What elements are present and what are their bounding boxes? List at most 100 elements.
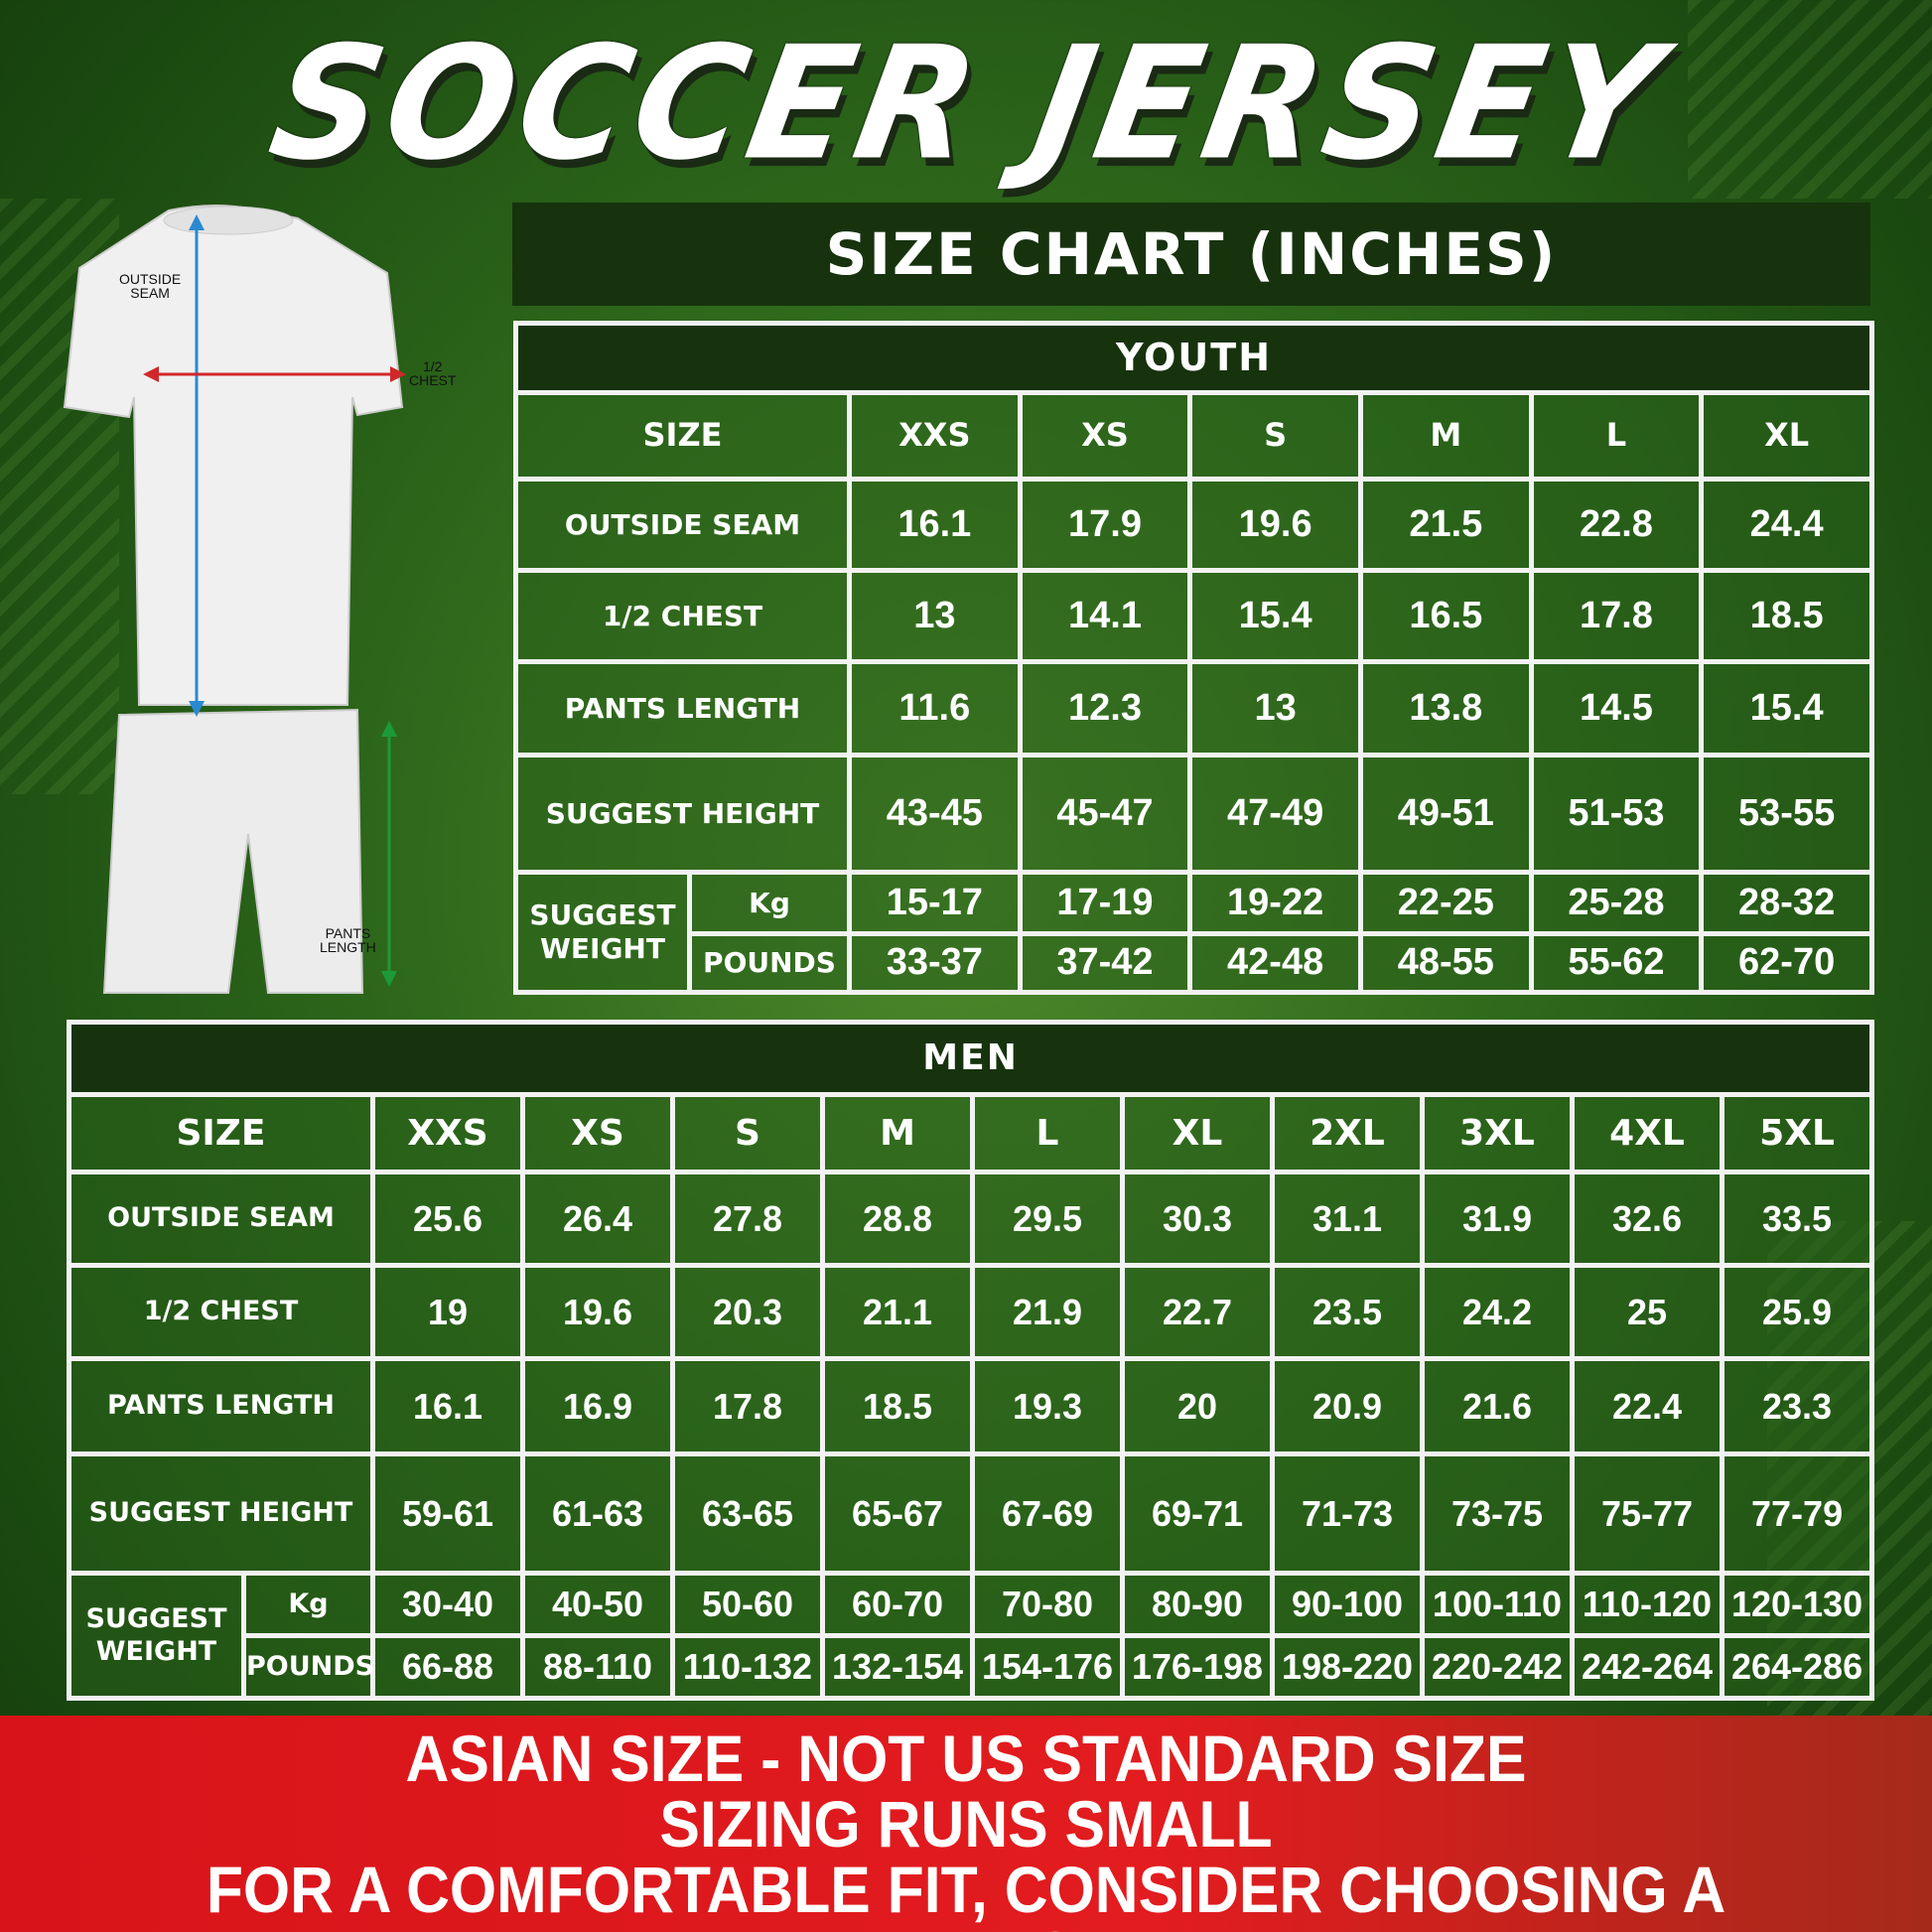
table-cell: 80-90	[1120, 1571, 1275, 1638]
table-cell: 20.9	[1270, 1356, 1425, 1456]
size-chart-heading: SIZE CHART (INCHES)	[512, 203, 1870, 306]
table-cell: 14.5	[1528, 659, 1705, 758]
table-cell: 13.8	[1357, 659, 1534, 758]
table-cell: 19	[370, 1263, 525, 1361]
pounds-label: POUNDS	[241, 1633, 375, 1701]
table-cell: 132-154	[820, 1633, 975, 1701]
table-cell: 11.6	[847, 659, 1023, 758]
table-cell: 25-28	[1528, 870, 1705, 936]
table-cell: 22.7	[1120, 1263, 1275, 1361]
table-cell: 19.3	[970, 1356, 1125, 1456]
size-header: S	[670, 1092, 825, 1174]
table-cell: 37-42	[1017, 931, 1193, 995]
size-header-row: SIZE XXS XS S M L XL 2XL 3XL 4XL 5XL	[67, 1092, 1875, 1174]
table-cell: 16.5	[1357, 568, 1534, 664]
table-title-row: YOUTH	[513, 321, 1874, 395]
table-cell: 20	[1120, 1356, 1275, 1456]
table-cell: 24.4	[1699, 477, 1874, 573]
table-cell: 154-176	[970, 1633, 1125, 1701]
table-cell: 12.3	[1017, 659, 1193, 758]
table-cell: 19.6	[1187, 477, 1363, 573]
table-cell: 31.1	[1270, 1170, 1425, 1268]
table-cell: 31.9	[1420, 1170, 1575, 1268]
table-cell: 110-132	[670, 1633, 825, 1701]
table-cell: 49-51	[1357, 753, 1534, 875]
table-cell: 18.5	[820, 1356, 975, 1456]
row-label: SUGGEST HEIGHT	[67, 1451, 375, 1576]
table-cell: 16.1	[847, 477, 1023, 573]
size-header: 3XL	[1420, 1092, 1575, 1174]
table-row: 1/2 CHEST 19 19.6 20.3 21.1 21.9 22.7 23.5 24.2 2…	[67, 1263, 1875, 1361]
half-chest-label: 1/2 CHEST	[409, 358, 457, 388]
table-cell: 51-53	[1528, 753, 1705, 875]
table-cell: 25	[1570, 1263, 1725, 1361]
table-cell: 22-25	[1357, 870, 1534, 936]
table-cell: 28.8	[820, 1170, 975, 1268]
table-cell: 32.6	[1570, 1170, 1725, 1268]
table-cell: 24.2	[1420, 1263, 1575, 1361]
table-cell: 19-22	[1187, 870, 1363, 936]
size-header: 2XL	[1270, 1092, 1425, 1174]
row-label: 1/2 CHEST	[67, 1263, 375, 1361]
page-title: SOCCER JERSEY	[258, 13, 1678, 196]
table-cell: 30-40	[370, 1571, 525, 1638]
table-cell: 45-47	[1017, 753, 1193, 875]
table-cell: 43-45	[847, 753, 1023, 875]
outside-seam-label: OUTSIDE SEAM	[119, 271, 182, 301]
table-row: PANTS LENGTH 11.6 12.3 13 13.8 14.5 15.4	[513, 659, 1874, 758]
table-cell: 23.5	[1270, 1263, 1425, 1361]
table-cell: 14.1	[1017, 568, 1193, 664]
table-cell: 88-110	[520, 1633, 675, 1701]
table-cell: 42-48	[1187, 931, 1363, 995]
size-header: L	[1528, 390, 1705, 482]
table-cell: 71-73	[1270, 1451, 1425, 1576]
row-label: PANTS LENGTH	[513, 659, 852, 758]
size-header: XXS	[370, 1092, 525, 1174]
pounds-label: POUNDS	[687, 931, 852, 995]
table-cell: 61-63	[520, 1451, 675, 1576]
table-cell: 67-69	[970, 1451, 1125, 1576]
table-cell: 33-37	[847, 931, 1023, 995]
table-cell: 60-70	[820, 1571, 975, 1638]
table-cell: 27.8	[670, 1170, 825, 1268]
weight-pounds-row: POUNDS 66-88 88-110 110-132 132-154 154-176 17…	[69, 1633, 1875, 1701]
pants-length-label: PANTS LENGTH	[320, 925, 376, 955]
table-cell: 25.9	[1719, 1263, 1875, 1361]
table-cell: 55-62	[1528, 931, 1705, 995]
table-cell: 62-70	[1699, 931, 1874, 995]
table-cell: 17.9	[1017, 477, 1193, 573]
table-cell: 22.4	[1570, 1356, 1725, 1456]
table-title: MEN	[66, 1020, 1875, 1097]
table-cell: 25.6	[370, 1170, 525, 1268]
table-cell: 26.4	[520, 1170, 675, 1268]
table-cell: 40-50	[520, 1571, 675, 1638]
table-cell: 16.1	[370, 1356, 525, 1456]
size-header: XXS	[847, 390, 1023, 482]
weight-kg-row: SUGGEST WEIGHT Kg 15-17 17-19 19-22 22-25 25-2…	[513, 870, 1874, 995]
table-row: OUTSIDE SEAM 16.1 17.9 19.6 21.5 22.8 24.4	[513, 477, 1874, 573]
table-cell: 63-65	[670, 1451, 825, 1576]
weight-label: SUGGEST WEIGHT	[513, 870, 692, 995]
table-cell: 110-120	[1570, 1571, 1725, 1638]
table-row: SUGGEST HEIGHT 43-45 45-47 47-49 49-51 51-53 5…	[513, 753, 1874, 875]
kg-label: Kg	[687, 870, 852, 936]
table-cell: 75-77	[1570, 1451, 1725, 1576]
table-cell: 77-79	[1719, 1451, 1875, 1576]
size-header: XL	[1699, 390, 1874, 482]
table-cell: 23.3	[1719, 1356, 1875, 1456]
size-header: M	[1357, 390, 1534, 482]
size-header-label: SIZE	[513, 390, 852, 482]
table-cell: 21.1	[820, 1263, 975, 1361]
table-cell: 53-55	[1699, 753, 1874, 875]
jersey-shorts-illustration	[63, 205, 406, 994]
table-cell: 59-61	[370, 1451, 525, 1576]
table-cell: 70-80	[970, 1571, 1125, 1638]
table-cell: 16.9	[520, 1356, 675, 1456]
size-header: XL	[1120, 1092, 1275, 1174]
kg-label: Kg	[241, 1571, 375, 1638]
banner-line-2: SIZING RUNS SMALL	[659, 1787, 1273, 1861]
row-label: OUTSIDE SEAM	[513, 477, 852, 573]
table-cell: 13	[1187, 659, 1363, 758]
youth-size-table: YOUTH SIZE XXS XS S M L XL OUTSIDE SEAM 16.1 17.9 1…	[513, 321, 1874, 995]
table-cell: 47-49	[1187, 753, 1363, 875]
